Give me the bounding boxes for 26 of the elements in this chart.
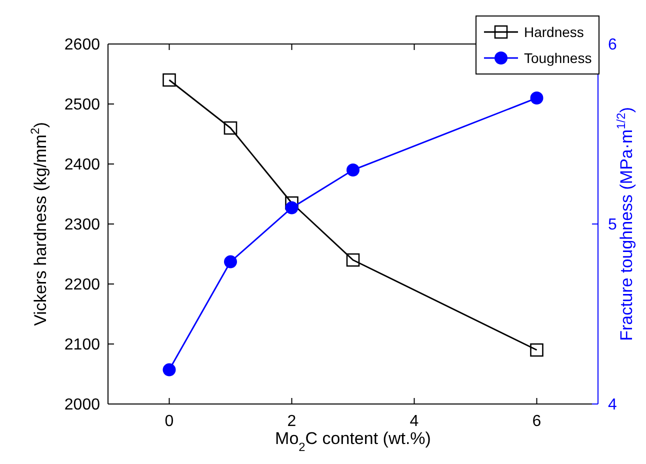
y-tick-label: 2400 (64, 156, 100, 174)
x-tick-label: 0 (164, 413, 174, 430)
point (346, 164, 360, 176)
y-tick-label: 2200 (64, 276, 100, 294)
legend-label: Toughness (524, 50, 592, 66)
y-tick-label: 2500 (64, 96, 100, 114)
x-axis-title: Mo$_{2}$C content (wt.%) (275, 429, 431, 454)
point (530, 343, 544, 357)
y-tick-label: 2000 (64, 396, 100, 414)
point (162, 73, 176, 87)
point (224, 255, 237, 268)
point (162, 363, 176, 376)
x-tick-label: 6 (532, 413, 542, 430)
y2-tick-label: 5 (608, 216, 617, 234)
y2-tick-label: 6 (608, 36, 617, 54)
legend-label: Hardness (524, 24, 584, 40)
point (224, 121, 238, 135)
y-tick-label: 2600 (64, 36, 100, 54)
point (530, 92, 544, 104)
x-tick-label: 4 (410, 413, 419, 430)
point (346, 253, 360, 267)
y-tick-label: 2100 (64, 336, 100, 354)
y2-tick-label: 4 (608, 396, 617, 414)
y-tick-label: 2300 (64, 216, 100, 234)
point (285, 201, 298, 214)
x-tick-label: 2 (287, 413, 296, 430)
